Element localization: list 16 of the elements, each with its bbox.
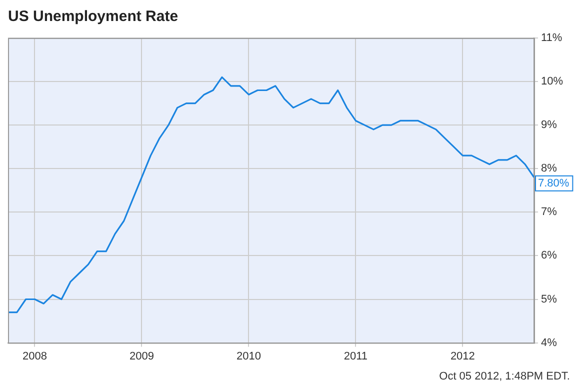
y-tick-label: 4% <box>541 336 558 349</box>
x-tick-label: 2009 <box>129 350 154 362</box>
y-tick-label: 8% <box>541 162 558 175</box>
text: Oct 05 2012, 1:48PM EDT. <box>439 370 570 383</box>
x-tick-label: 2012 <box>450 350 475 362</box>
y-tick-label: 7% <box>541 206 558 218</box>
y-tick-label: 6% <box>541 250 558 262</box>
y-tick-label: 11% <box>541 32 562 44</box>
x-tick-label: 2008 <box>22 350 47 362</box>
y-tick-label: 9% <box>541 119 558 132</box>
annotation: 7.80% <box>538 177 570 190</box>
y-tick-label: 10% <box>541 76 564 88</box>
y-tick-label: 5% <box>541 293 558 306</box>
x-tick-label: 2010 <box>236 350 261 362</box>
chart-title: US Unemployment Rate <box>8 8 178 26</box>
x-tick-label: 2011 <box>344 350 368 362</box>
